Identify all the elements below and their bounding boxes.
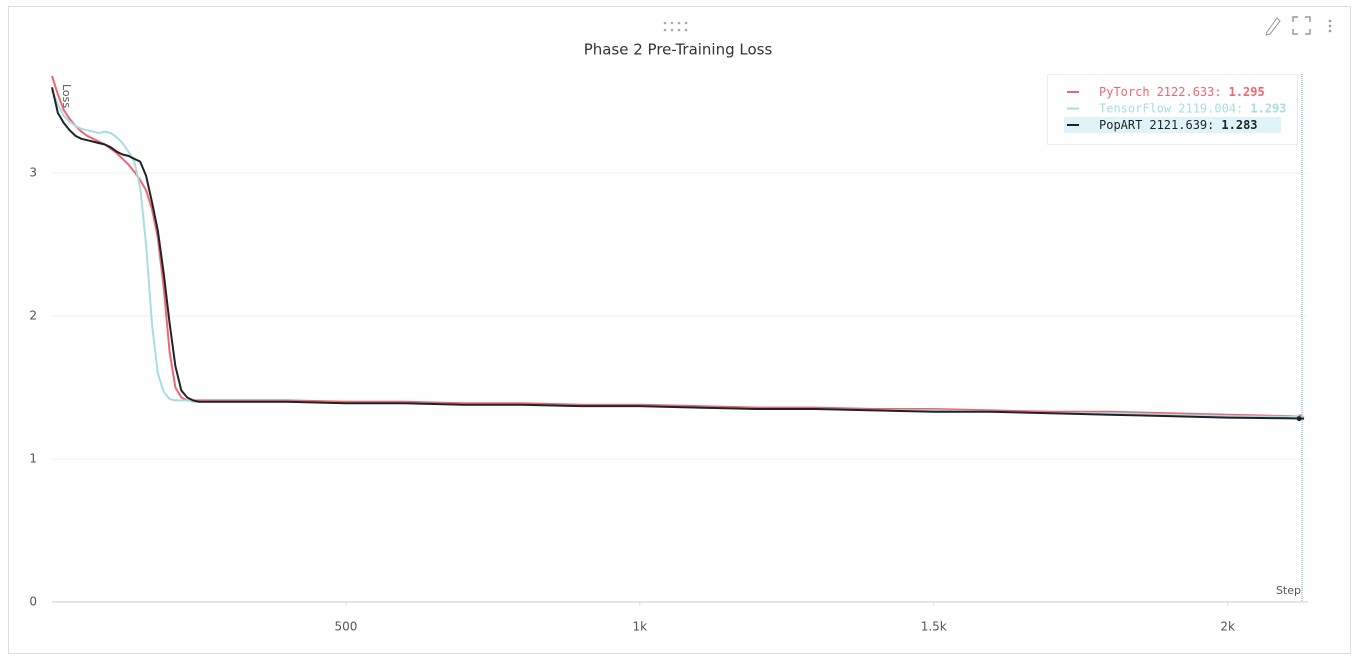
legend-text: PyTorch <box>1099 85 1150 99</box>
y-tick-label: 1 <box>29 452 37 466</box>
legend-text: 1.283 <box>1221 118 1257 132</box>
y-tick-label: 3 <box>29 166 37 180</box>
series-line <box>51 75 1305 418</box>
x-tick-label: 1.5k <box>921 620 947 634</box>
legend-text: PopART <box>1099 118 1142 132</box>
legend-entry: PyTorch 2122.633: 1.295 <box>1099 85 1265 99</box>
legend-entry: TensorFlow 2119.004: 1.293 <box>1099 101 1286 115</box>
legend-text: 2121.639: <box>1149 118 1214 132</box>
legend-text: 1.293 <box>1250 101 1286 115</box>
edit-icon[interactable] <box>1265 17 1281 36</box>
legend-text: 2122.633: <box>1157 85 1222 99</box>
legend-highlight <box>1064 117 1281 133</box>
x-tick-label: 500 <box>334 620 357 634</box>
x-tick-label: 1k <box>633 620 648 634</box>
y-axis-label: Loss <box>60 84 73 108</box>
legend-text: 2119.004: <box>1178 101 1243 115</box>
drag-handle[interactable] <box>663 21 688 32</box>
chart-title: Phase 2 Pre-Training Loss <box>584 41 773 59</box>
menu-icon[interactable] <box>1328 19 1332 33</box>
y-tick-label: 2 <box>29 309 37 323</box>
x-tick-label: 2k <box>1220 620 1235 634</box>
y-tick-label: 0 <box>29 595 37 609</box>
x-axis-label: Step <box>1276 584 1301 597</box>
plot-area <box>51 75 1307 460</box>
legend-entry: PopART 2121.639: 1.283 <box>1099 118 1258 132</box>
hover-point <box>1296 416 1302 422</box>
legend-text: 1.295 <box>1229 85 1265 99</box>
fullscreen-icon[interactable] <box>1292 16 1311 35</box>
legend-text: TensorFlow <box>1099 101 1172 115</box>
series-line <box>51 87 1305 420</box>
